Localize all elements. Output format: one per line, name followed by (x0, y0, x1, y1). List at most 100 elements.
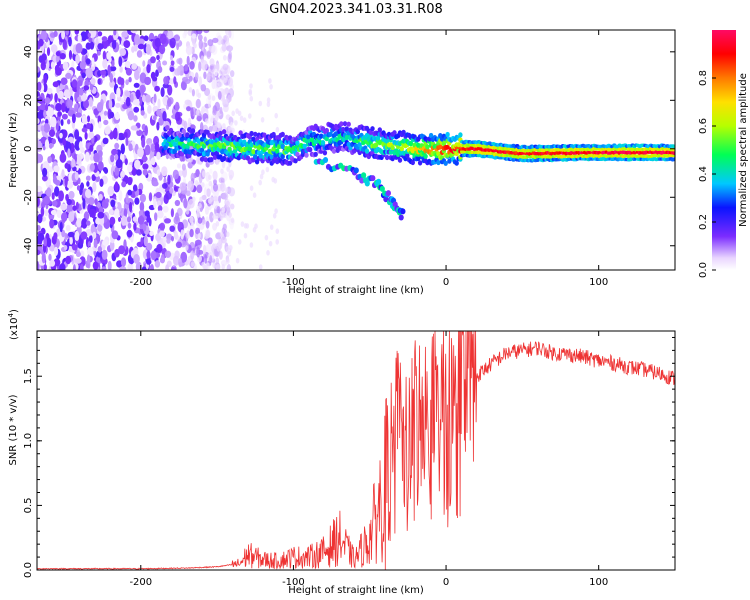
noise-blob (115, 159, 123, 169)
ridge-cell (293, 158, 298, 164)
branch-cell (379, 185, 385, 192)
noise-blob (200, 59, 208, 71)
noise-blob (92, 182, 97, 193)
noise-blob (139, 201, 145, 212)
noise-blob (74, 129, 80, 140)
noise-blob (81, 72, 86, 79)
noise-blob (99, 178, 104, 187)
noise-blob (195, 109, 200, 116)
noise-blob (46, 187, 52, 198)
noise-blob (162, 182, 168, 189)
noise-blob (107, 185, 115, 197)
ridge-cell (339, 121, 344, 127)
noise-blob (59, 132, 63, 139)
noise-blob (47, 156, 52, 164)
noise-blob (171, 235, 174, 242)
noise-blob (157, 210, 164, 219)
noise-blob (144, 76, 152, 86)
noise-blob (184, 30, 188, 37)
noise-blob (167, 98, 172, 107)
noise-blob (175, 241, 182, 249)
noise-blob (136, 129, 143, 137)
ridge-cell (199, 156, 205, 162)
noise-blob (126, 229, 133, 238)
noise-blob (86, 67, 93, 79)
noise-blob (231, 127, 235, 134)
noise-blob (124, 60, 131, 68)
noise-blob (134, 159, 141, 170)
noise-blob (109, 66, 117, 72)
noise-blob (237, 239, 242, 245)
noise-blob (76, 185, 81, 191)
y-tick-label: 20 (23, 94, 34, 107)
noise-blob (148, 192, 153, 202)
ridge-cell (341, 126, 346, 133)
noise-blob (185, 45, 193, 56)
branch-cell (398, 214, 404, 221)
noise-blob (134, 69, 140, 81)
noise-blob (175, 212, 179, 222)
noise-blob (186, 106, 191, 112)
noise-blob (132, 184, 138, 192)
noise-blob (79, 256, 86, 267)
noise-blob (55, 67, 62, 76)
snr-multiplier-close: ) (9, 309, 20, 313)
noise-blob (215, 221, 220, 227)
noise-blob (51, 138, 56, 145)
noise-blob (214, 212, 220, 219)
x-tick-label: -100 (282, 277, 305, 288)
noise-blob (152, 76, 158, 82)
noise-blob (275, 239, 280, 245)
noise-blob (208, 198, 212, 205)
noise-blob (162, 110, 167, 122)
snr-plot-area (37, 331, 675, 570)
ridge-cell (280, 143, 285, 150)
noise-blob (198, 61, 202, 72)
ridge-cell (355, 129, 360, 135)
noise-blob (240, 221, 245, 227)
noise-blob (127, 164, 133, 173)
noise-blob (186, 55, 190, 66)
noise-blob (141, 137, 146, 148)
ridge-cell (370, 126, 375, 132)
noise-blob (231, 110, 235, 117)
noise-blob (202, 170, 206, 178)
noise-blob (118, 56, 123, 67)
noise-blob (41, 60, 46, 66)
noise-blob (82, 48, 88, 54)
noise-blob (43, 264, 47, 270)
noise-blob (89, 144, 94, 152)
noise-blob (176, 42, 180, 51)
noise-blob (202, 244, 207, 255)
noise-blob (97, 161, 104, 172)
noise-blob (198, 202, 202, 209)
noise-blob (53, 165, 60, 173)
noise-blob (273, 178, 278, 184)
noise-blob (249, 95, 254, 102)
noise-blob (37, 233, 45, 242)
noise-blob (104, 126, 111, 135)
noise-blob (119, 266, 127, 270)
spectrogram-frame (36, 29, 676, 271)
noise-blob (91, 174, 96, 182)
noise-blob (221, 264, 225, 270)
noise-blob (63, 245, 68, 251)
noise-blob (230, 217, 235, 224)
ridge-cell (212, 154, 218, 160)
noise-blob (223, 212, 227, 219)
noise-blob (212, 124, 218, 133)
noise-blob (42, 175, 48, 182)
noise-blob (119, 66, 123, 73)
noise-blob (80, 182, 84, 191)
noise-blob (213, 183, 218, 192)
snr-panel: -200 -100 0 100 0.0 0.5 1.0 1.5 Height of strai… (7, 309, 676, 596)
noise-blob (142, 94, 146, 103)
y-tick-label: -20 (23, 189, 34, 205)
noise-blob (150, 264, 154, 270)
noise-blob (92, 231, 97, 239)
x-tick-label: 0 (443, 577, 449, 588)
snr-ticks: -200 -100 0 100 0.0 0.5 1.0 1.5 (23, 331, 675, 588)
snr-xlabel: Height of straight line (km) (288, 585, 424, 596)
